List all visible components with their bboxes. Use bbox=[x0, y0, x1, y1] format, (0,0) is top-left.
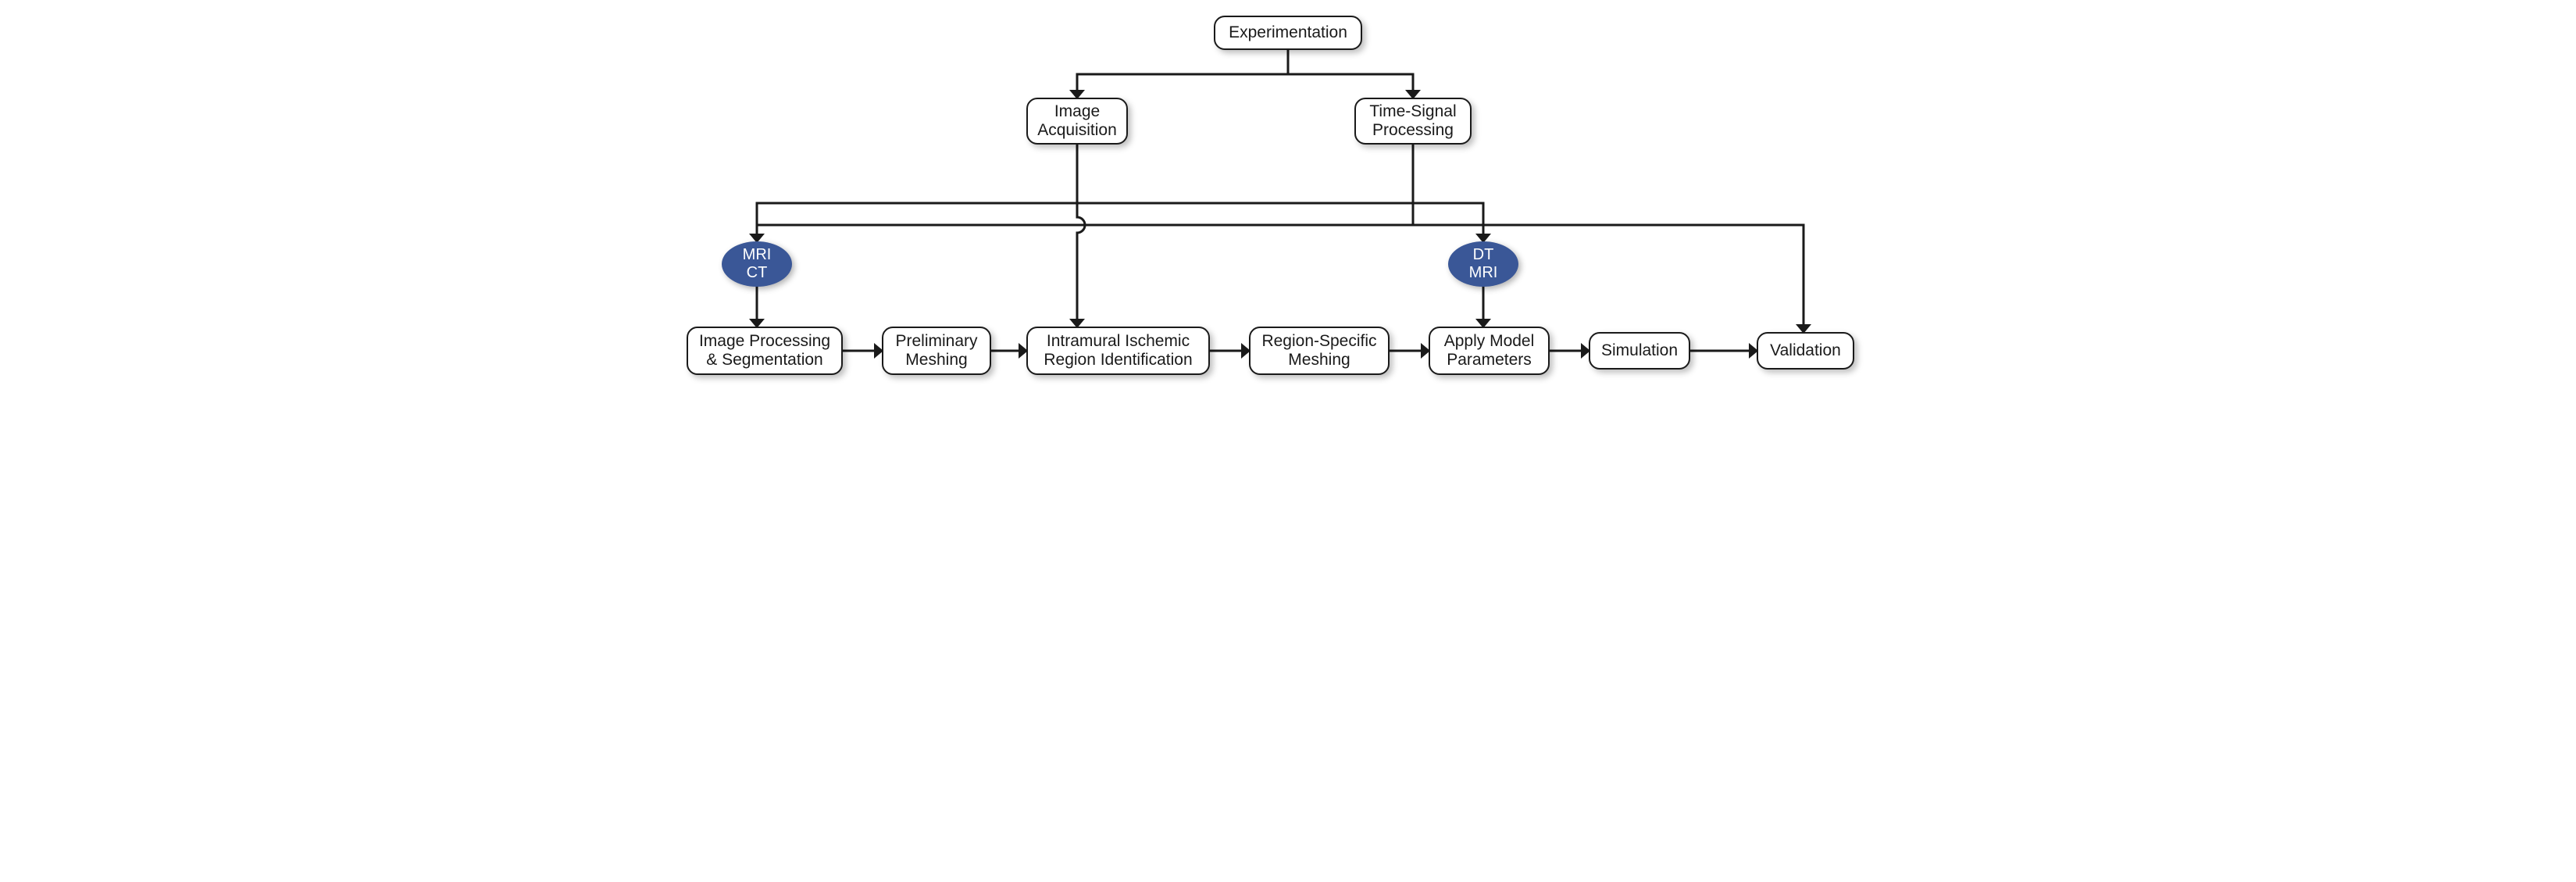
node-imgacq: ImageAcquisition bbox=[1026, 98, 1128, 145]
flowchart-canvas: Experimentation ImageAcquisition Time-Sign… bbox=[675, 0, 1901, 422]
node-dtmri: DTMRI bbox=[1448, 241, 1518, 287]
node-premesh: PreliminaryMeshing bbox=[882, 327, 991, 375]
node-exp: Experimentation bbox=[1214, 16, 1362, 50]
node-valid: Validation bbox=[1757, 332, 1854, 370]
node-apply: Apply ModelParameters bbox=[1429, 327, 1550, 375]
node-imgproc: Image Processing& Segmentation bbox=[687, 327, 843, 375]
node-intram: Intramural IschemicRegion Identification bbox=[1026, 327, 1210, 375]
node-tsp: Time-SignalProcessing bbox=[1354, 98, 1472, 145]
node-mrict: MRICT bbox=[722, 241, 792, 287]
node-sim: Simulation bbox=[1589, 332, 1690, 370]
node-regspec: Region-SpecificMeshing bbox=[1249, 327, 1390, 375]
